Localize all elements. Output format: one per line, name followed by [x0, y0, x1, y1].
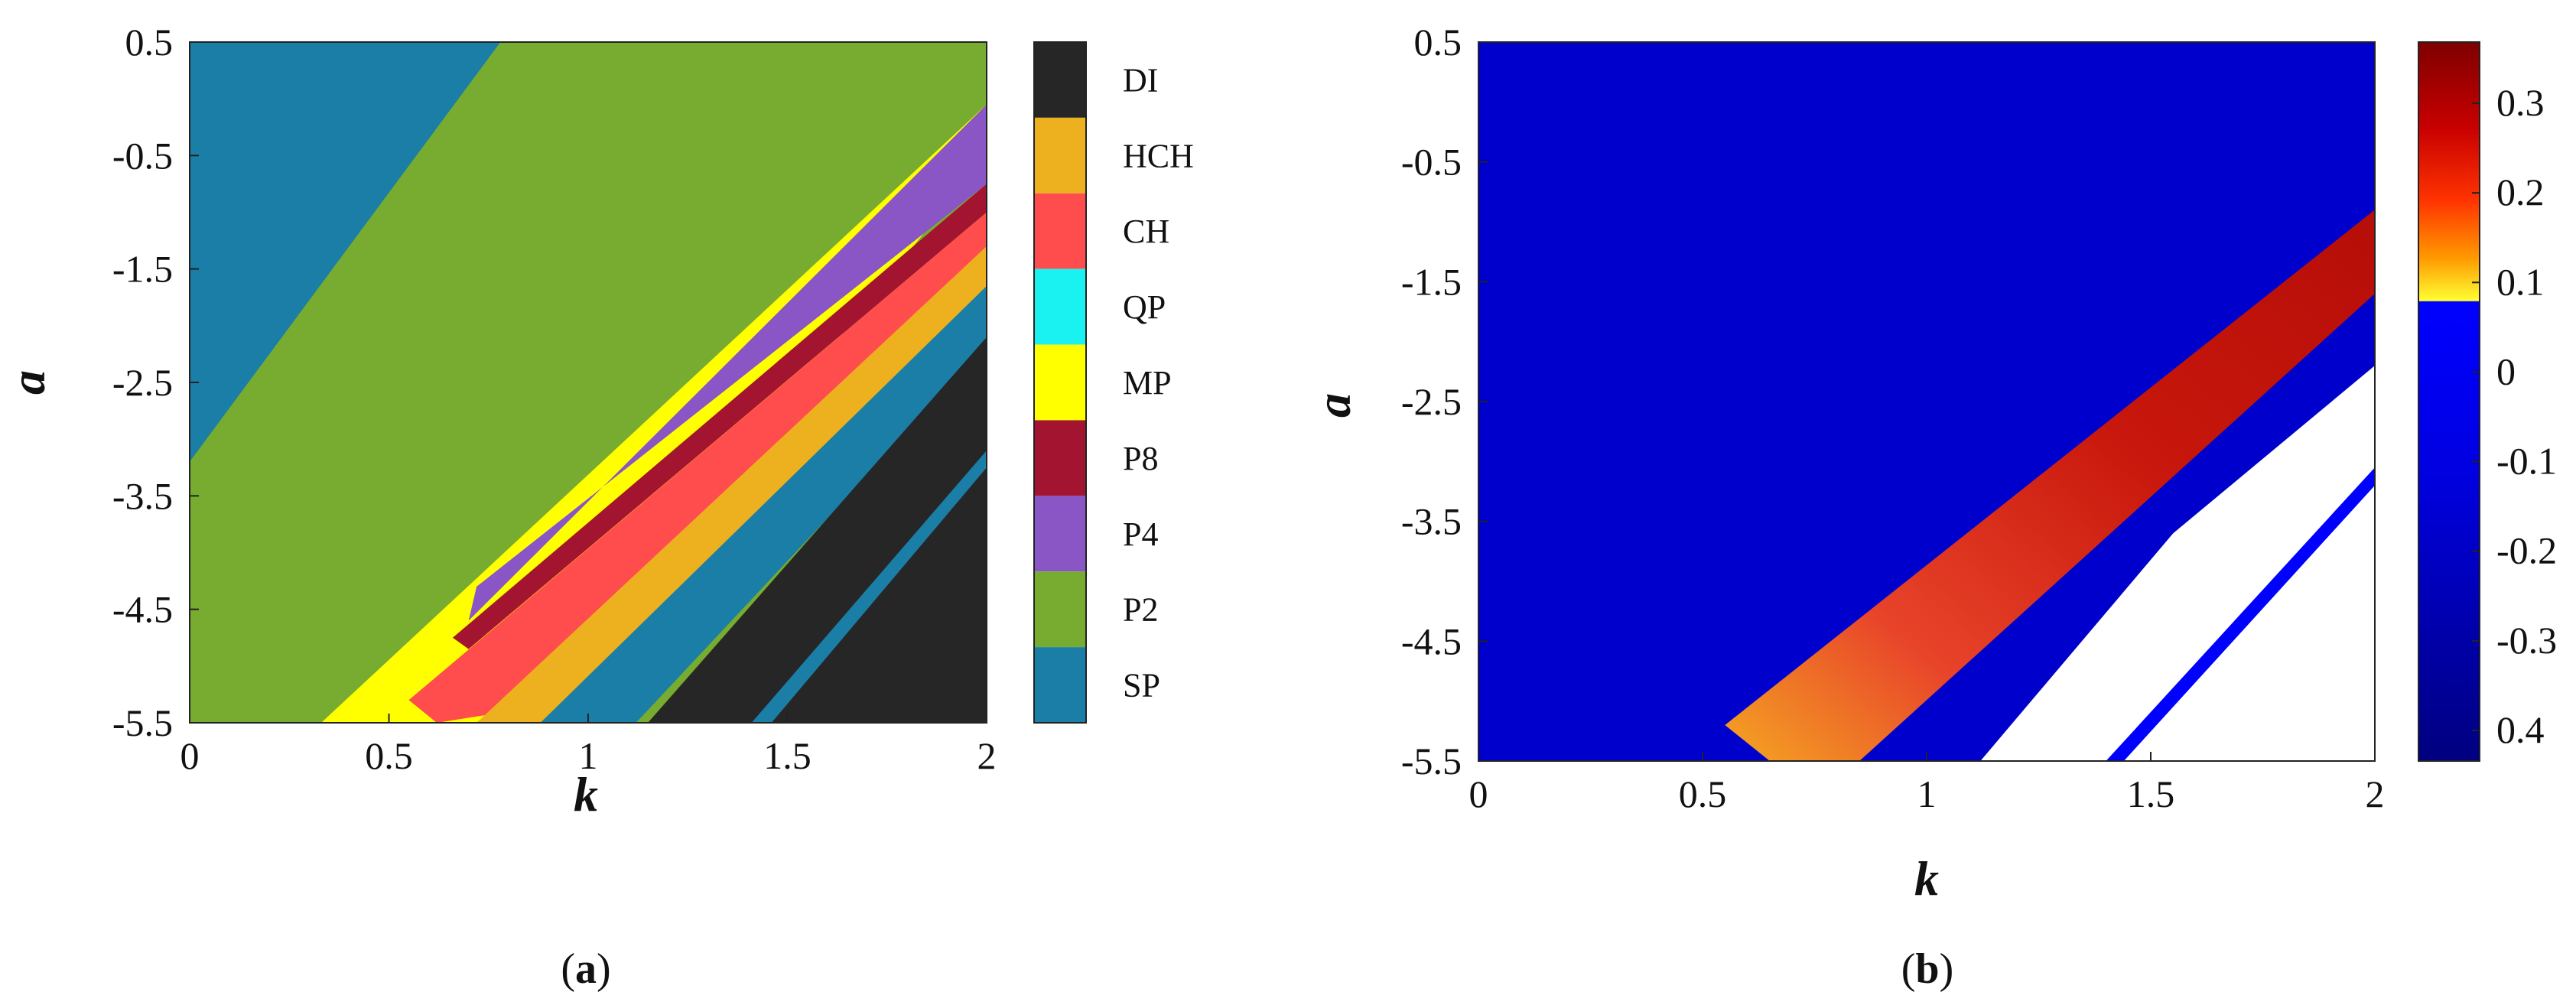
region-p8-4 — [452, 184, 987, 649]
y-tick-label: -4.5 — [112, 588, 173, 631]
legend-label-sp: SP — [1123, 667, 1160, 704]
colorbar-ticks-b: 0.3 0.2 0.1 0 -0.1 -0.2 -0.3 0.4 — [2472, 81, 2557, 751]
y-ticks-a: 0.5 -0.5 -1.5 -2.5 -3.5 -4.5 -5.5 — [112, 21, 199, 744]
y-tick-label: 0.5 — [125, 21, 174, 63]
legend-label-p4: P4 — [1123, 516, 1158, 553]
region-positive-1 — [1725, 210, 2375, 761]
y-tick-label: -1.5 — [1401, 260, 1462, 303]
panel-caption-a: (a) — [561, 945, 610, 993]
colorbar-tick-label: 0.1 — [2496, 260, 2545, 303]
colorbar-tick-label: 0.4 — [2496, 708, 2545, 751]
y-tick-label: -3.5 — [1401, 500, 1462, 543]
colorbar-tick-label: 0.3 — [2496, 81, 2545, 124]
legend-swatch-p8 — [1034, 420, 1086, 496]
x-axis-label-b: k — [1914, 851, 1939, 906]
region-di-8 — [648, 337, 987, 723]
x-tick-label: 0 — [181, 734, 200, 777]
colorbar-tick-label: 0 — [2496, 350, 2516, 392]
colorbar-tick-label: -0.3 — [2496, 619, 2557, 662]
legend-swatch-mp — [1034, 344, 1086, 421]
y-tick-label: -1.5 — [112, 248, 173, 291]
region-undefined-2 — [1980, 366, 2375, 761]
legend-swatch-qp — [1034, 268, 1086, 345]
panel-b: 0 0.5 1 1.5 2 0.5-0.5-1.5-2.5-3.5-4.5-5.5 k … — [1306, 21, 2557, 993]
x-axis-label-a: k — [574, 767, 598, 821]
y-tick-label: -3.5 — [112, 474, 173, 517]
legend-label-hch: HCH — [1123, 137, 1194, 174]
y-axis-label-b: a — [1306, 393, 1361, 418]
x-tick-label: 2 — [2366, 772, 2385, 815]
panel-caption-b: (b) — [1901, 945, 1953, 993]
legend-label-p2: P2 — [1123, 591, 1158, 629]
legend-swatch-ch — [1034, 193, 1086, 269]
colorbar-tick-label: 0.2 — [2496, 171, 2545, 213]
x-tick-label: 2 — [977, 734, 997, 777]
region-p4-3 — [468, 104, 987, 621]
y-tick-label: -5.5 — [112, 701, 173, 744]
legend-label-qp: QP — [1123, 288, 1166, 326]
colorbar-tick-label: -0.1 — [2496, 440, 2557, 483]
x-tick-label: 1.5 — [763, 734, 812, 777]
plot-area-a — [190, 42, 987, 723]
legend-frame — [1033, 41, 1087, 724]
legend-swatch-di — [1034, 42, 1086, 118]
region-mp-2 — [320, 104, 987, 723]
y-tick-label: -2.5 — [112, 361, 173, 404]
legend-label-di: DI — [1123, 61, 1158, 99]
y-tick-label: -2.5 — [1401, 380, 1462, 423]
y-tick-label: 0.5 — [1414, 21, 1462, 63]
region-p2-1 — [190, 42, 987, 723]
x-tick-label: 0 — [1469, 772, 1488, 815]
region-negative-3 — [2106, 467, 2375, 761]
y-axis-label-a: a — [1, 370, 55, 395]
legend-swatch-hch — [1034, 117, 1086, 194]
region-sp-7 — [540, 285, 987, 723]
x-tick-label: 0.5 — [1679, 772, 1727, 815]
region-hch-6 — [476, 246, 987, 723]
legend-label-p8: P8 — [1123, 440, 1158, 477]
plot-area-b — [1478, 42, 2375, 761]
panel-a: 0 0.5 1 1.5 2 0.5-0.5-1.5-2.5-3.5-4.5-5.5 k … — [1, 21, 1194, 993]
legend-swatch-p2 — [1034, 571, 1086, 648]
y-tick-label: -5.5 — [1401, 740, 1462, 782]
region-ch-5 — [408, 212, 987, 723]
x-ticks-a: 0 0.5 1 1.5 2 — [181, 714, 997, 777]
x-tick-label: 1.5 — [2127, 772, 2175, 815]
x-tick-label: 1 — [579, 734, 598, 777]
y-tick-label: -0.5 — [112, 134, 173, 177]
colorbar-b — [2418, 41, 2480, 762]
region-sp-9 — [751, 450, 987, 723]
y-tick-label: -4.5 — [1401, 620, 1462, 662]
x-tick-label: 0.5 — [365, 734, 413, 777]
x-tick-label: 1 — [1917, 772, 1937, 815]
y-ticks-b: 0.5 -0.5 -1.5 -2.5 -3.5 -4.5 -5.5 — [1401, 21, 1488, 782]
x-ticks-b: 0 0.5 1 1.5 2 — [1469, 752, 2385, 815]
category-legend-a: DI HCH CH QP MP P8 P4 P2 SP — [1033, 41, 1194, 724]
legend-swatch-sp — [1034, 647, 1086, 723]
colorbar-tick-label: -0.2 — [2496, 529, 2557, 572]
legend-label-mp: MP — [1123, 364, 1172, 402]
legend-label-ch: CH — [1123, 213, 1169, 250]
y-tick-label: -0.5 — [1401, 141, 1462, 184]
legend-swatch-p4 — [1034, 496, 1086, 572]
